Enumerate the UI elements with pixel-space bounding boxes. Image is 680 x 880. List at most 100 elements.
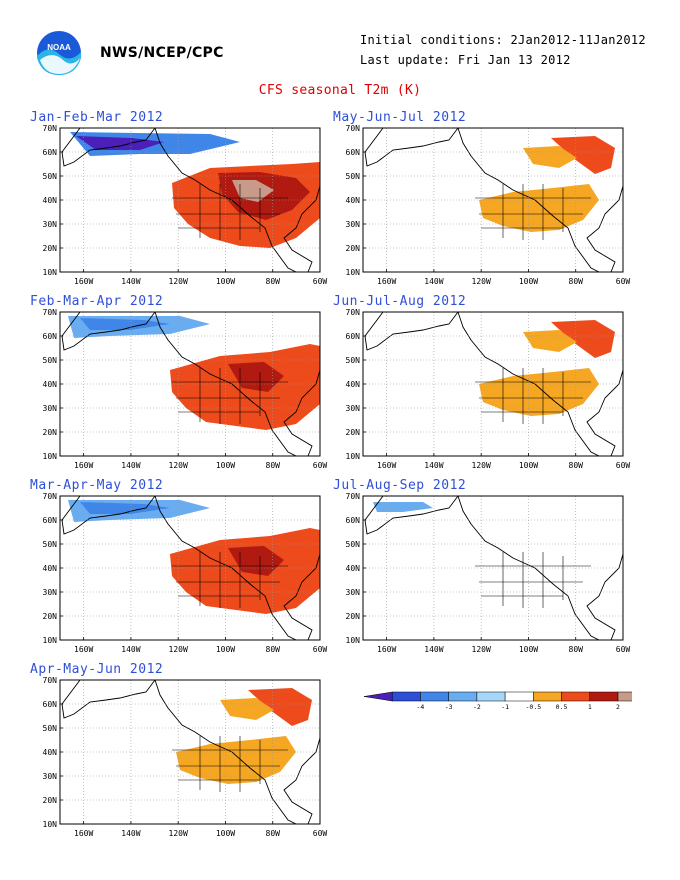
lat-tick-label: 30N [43,220,58,229]
lon-tick-label: 160W [74,829,93,838]
temperature-anomaly-area [479,184,599,232]
lat-tick-label: 10N [43,820,58,829]
legend-swatch [363,691,393,702]
panel-title: Feb-Mar-Apr 2012 [30,294,164,309]
lat-tick-label: 40N [43,564,58,573]
coastline [364,128,623,272]
lat-tick-label: 50N [346,172,361,181]
coastline [61,680,320,824]
lat-tick-label: 30N [346,588,361,597]
map-panel-mam: Mar-Apr-May 2012 70N 60N 50N 40N 30N 20N 10N 16… [30,478,360,670]
lon-tick-label: 120W [169,645,188,654]
lat-tick-label: 60N [346,516,361,525]
lon-tick-label: 120W [169,277,188,286]
legend-swatch [420,691,449,702]
lon-tick-label: 140W [424,461,443,470]
lat-tick-label: 50N [346,356,361,365]
lon-tick-label: 60W [313,645,328,654]
coastline [61,128,320,272]
coastline [364,312,623,456]
lat-tick-label: 50N [43,172,58,181]
map-panel-mjj: May-Jun-Jul 2012 70N 60N 50N 40N 30N 20N 10N 16… [333,110,663,302]
lat-tick-label: 40N [346,196,361,205]
lat-tick-label: 50N [43,540,58,549]
lat-tick-label: 20N [43,244,58,253]
lat-tick-label: 30N [346,404,361,413]
lat-tick-label: 50N [43,724,58,733]
lon-tick-label: 140W [121,277,140,286]
legend-label: 1 [588,703,592,711]
temperature-anomaly-area [248,688,312,726]
temperature-anomaly-area [523,146,577,168]
svg-text:NOAA: NOAA [47,43,71,52]
temperature-anomaly-area [220,698,274,720]
lat-tick-label: 20N [43,612,58,621]
panel-title: May-Jun-Jul 2012 [333,110,467,125]
temperature-anomaly-area [228,362,284,392]
panel-title: Jun-Jul-Aug 2012 [333,294,467,309]
lat-tick-label: 20N [43,428,58,437]
map-panel-jfm: Jan-Feb-Mar 2012 70N 60N 50N 40N 30N 20N 10N 16… [30,110,360,302]
legend-swatch [533,691,562,702]
initial-conditions-text: Initial conditions: 2Jan2012-11Jan2012 [360,33,646,47]
legend-label: -4 [417,703,425,711]
panel-title: Apr-May-Jun 2012 [30,662,164,677]
lon-tick-label: 60W [616,461,631,470]
map-panel-jas: Jul-Aug-Sep 2012 70N 60N 50N 40N 30N 20N 10N 16… [333,478,663,670]
temperature-anomaly-area [551,136,615,174]
lat-tick-label: 30N [43,772,58,781]
panel-title: Jan-Feb-Mar 2012 [30,110,164,125]
temperature-anomaly-area [523,330,577,352]
lon-tick-label: 60W [313,277,328,286]
temperature-anomaly-area [176,736,296,784]
lat-tick-label: 10N [346,268,361,277]
lat-tick-label: 70N [43,308,58,317]
coastline [364,496,623,640]
lat-tick-label: 10N [346,452,361,461]
lat-tick-label: 20N [43,796,58,805]
color-legend: -4-3-2-1-0.50.51234 [352,686,676,716]
panel-title: Jul-Aug-Sep 2012 [333,478,467,493]
last-update-text: Last update: Fri Jan 13 2012 [360,53,571,67]
lon-tick-label: 100W [519,461,538,470]
lon-tick-label: 100W [216,645,235,654]
lat-tick-label: 20N [346,612,361,621]
lat-tick-label: 20N [346,244,361,253]
lat-tick-label: 40N [43,196,58,205]
lat-tick-label: 40N [43,380,58,389]
lon-tick-label: 80W [569,461,584,470]
lon-tick-label: 80W [266,645,281,654]
legend-swatch [561,691,591,702]
lon-tick-label: 80W [569,645,584,654]
lon-tick-label: 160W [74,461,93,470]
lon-tick-label: 80W [266,829,281,838]
lat-tick-label: 60N [43,700,58,709]
lat-tick-label: 70N [346,308,361,317]
lon-tick-label: 80W [569,277,584,286]
coastline [61,312,320,456]
legend-label: -2 [473,703,481,711]
legend-swatch [448,691,478,702]
legend-label: -0.5 [526,703,542,711]
lon-tick-label: 120W [472,277,491,286]
lat-tick-label: 30N [346,220,361,229]
lon-tick-label: 100W [216,277,235,286]
lon-tick-label: 60W [616,277,631,286]
temperature-anomaly-area [80,502,170,514]
temperature-anomaly-area [373,502,433,512]
lat-tick-label: 50N [346,540,361,549]
lon-tick-label: 100W [519,645,538,654]
lon-tick-label: 100W [519,277,538,286]
lat-tick-label: 20N [346,428,361,437]
map-panel-jja: Jun-Jul-Aug 2012 70N 60N 50N 40N 30N 20N 10N 16… [333,294,663,486]
lon-tick-label: 160W [377,277,396,286]
map-panel-fma: Feb-Mar-Apr 2012 70N 60N 50N 40N 30N 20N 10N 16… [30,294,360,486]
legend-label: -1 [501,703,509,711]
lon-tick-label: 140W [121,829,140,838]
lat-tick-label: 10N [346,636,361,645]
lat-tick-label: 40N [346,380,361,389]
lat-tick-label: 10N [43,636,58,645]
lat-tick-label: 40N [346,564,361,573]
lat-tick-label: 60N [346,148,361,157]
lon-tick-label: 140W [424,645,443,654]
